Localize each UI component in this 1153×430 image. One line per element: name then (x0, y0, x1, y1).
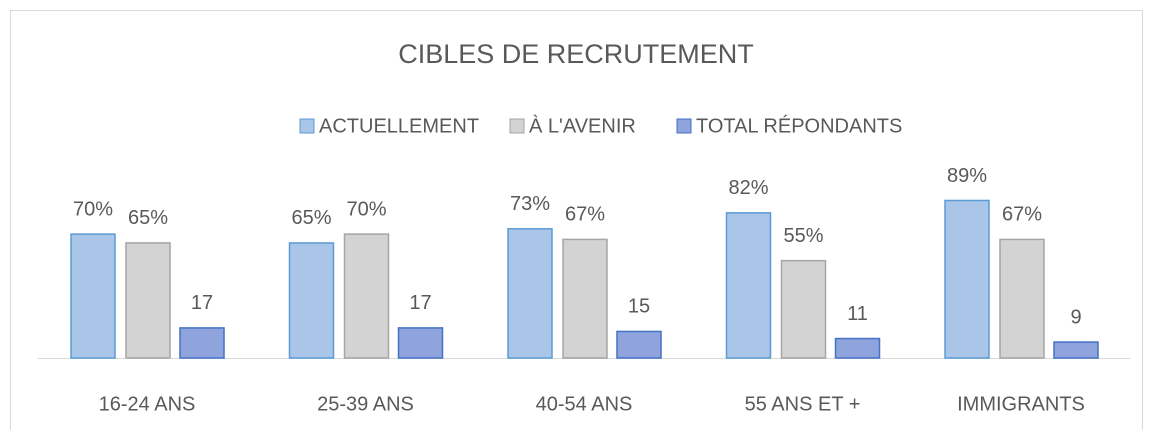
legend-label: ACTUELLEMENT (319, 115, 479, 137)
data-label: 55% (783, 225, 823, 247)
bar (780, 259, 827, 359)
data-label: 89% (947, 165, 987, 187)
legend-label: TOTAL RÉPONDANTS (696, 114, 902, 137)
bar (397, 327, 444, 359)
chart-title: CIBLES DE RECRUTEMENT (398, 39, 754, 69)
data-label: 82% (728, 177, 768, 199)
data-label: 67% (1002, 204, 1042, 226)
bar (288, 242, 335, 359)
bar (999, 238, 1045, 359)
bar (616, 330, 662, 359)
data-label: 15 (628, 296, 650, 318)
bar (507, 228, 553, 359)
bar (834, 337, 881, 359)
data-label: 17 (409, 292, 431, 314)
legend-swatch (299, 118, 315, 134)
x-tick-label: 40-54 ANS (536, 393, 633, 415)
bar (343, 233, 390, 359)
data-label: 65% (291, 207, 331, 229)
data-label: 9 (1070, 306, 1081, 328)
x-tick-label: 16-24 ANS (99, 393, 196, 415)
chart-border (10, 10, 1143, 430)
bar (179, 327, 225, 359)
data-label: 17 (191, 292, 213, 314)
x-tick-label: IMMIGRANTS (957, 393, 1085, 415)
x-tick-label: 55 ANS ET + (745, 393, 861, 415)
legend-label: À L'AVENIR (529, 114, 636, 137)
data-label: 65% (128, 207, 168, 229)
bar (725, 212, 772, 359)
bar (944, 199, 990, 359)
data-label: 73% (510, 193, 550, 215)
data-label: 67% (565, 204, 605, 226)
bar (562, 238, 608, 359)
legend-swatch (509, 118, 525, 134)
bar (70, 233, 116, 359)
x-tick-label: 25-39 ANS (317, 393, 414, 415)
bar (1053, 341, 1099, 359)
bar (125, 242, 171, 359)
data-label: 11 (847, 303, 868, 325)
data-label: 70% (346, 198, 386, 220)
data-label: 70% (73, 198, 113, 220)
legend-swatch (676, 118, 692, 134)
